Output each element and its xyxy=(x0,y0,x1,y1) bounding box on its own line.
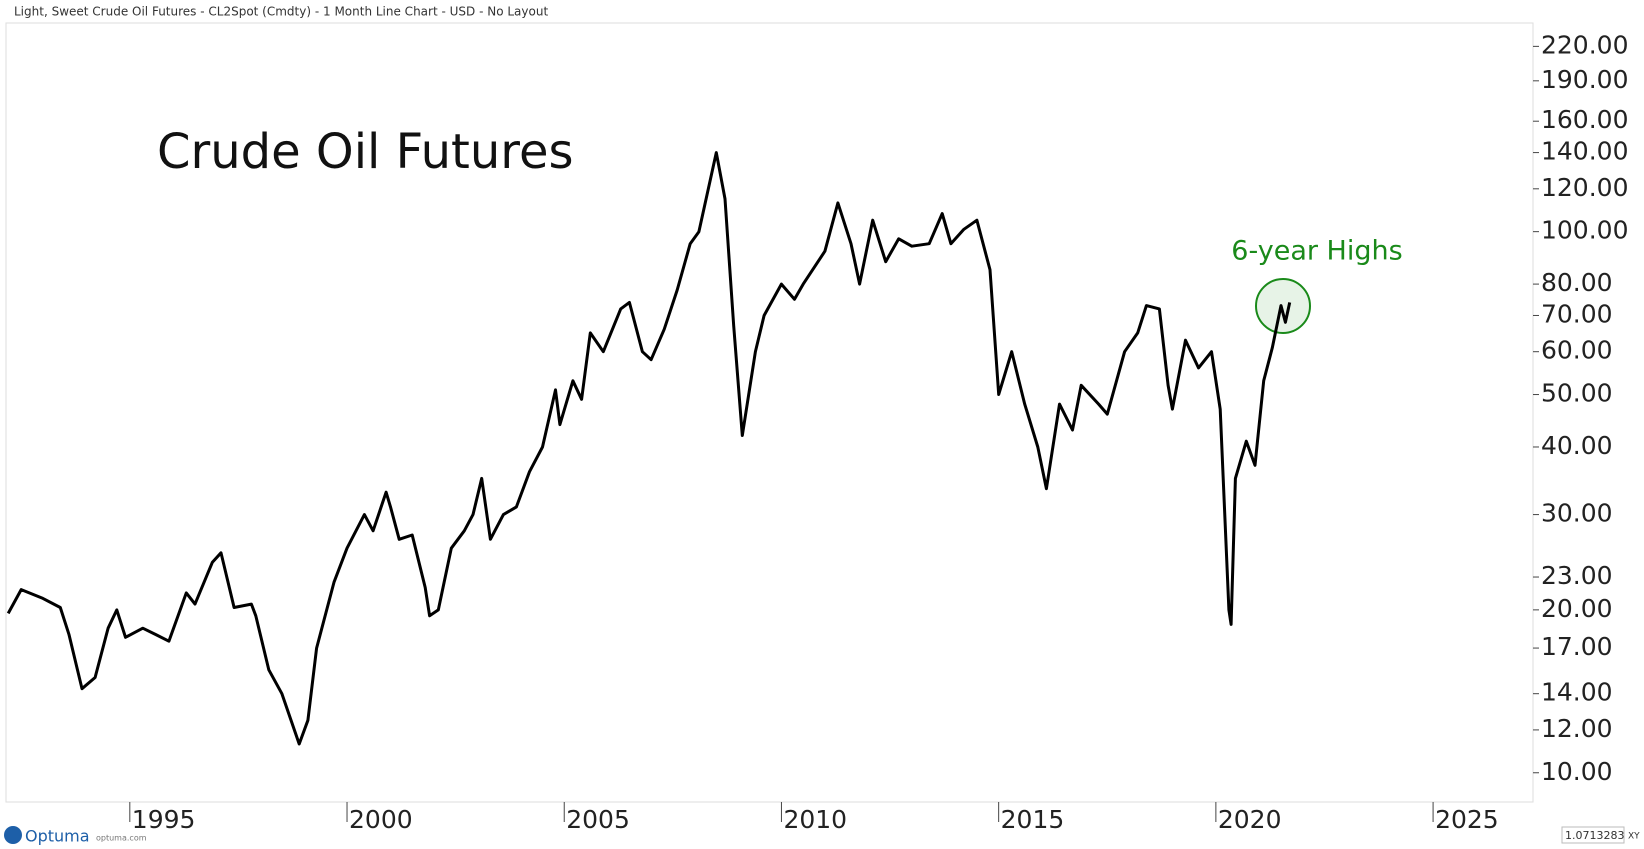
x-tick-label: 2020 xyxy=(1218,805,1282,834)
y-tick-label: 30.00 xyxy=(1541,499,1613,528)
x-tick-label: 1995 xyxy=(132,805,196,834)
header-title: Light, Sweet Crude Oil Futures - CL2Spot… xyxy=(14,5,548,19)
y-tick-label: 220.00 xyxy=(1541,30,1628,59)
scale-value: 1.0713283 xyxy=(1565,829,1625,842)
logo xyxy=(4,826,22,844)
y-tick-label: 140.00 xyxy=(1541,137,1628,166)
x-tick-label: 2010 xyxy=(783,805,847,834)
y-tick-label: 17.00 xyxy=(1541,632,1613,661)
y-tick-label: 12.00 xyxy=(1541,714,1613,743)
x-tick-label: 2005 xyxy=(566,805,630,834)
y-tick-label: 23.00 xyxy=(1541,561,1613,590)
y-tick-label: 160.00 xyxy=(1541,105,1628,134)
price-line xyxy=(6,151,1292,746)
y-tick-label: 40.00 xyxy=(1541,431,1613,460)
y-tick-label: 190.00 xyxy=(1541,65,1628,94)
scale-box xyxy=(1561,826,1625,844)
x-tick-label: 2015 xyxy=(1001,805,1065,834)
chart-title: Crude Oil Futures xyxy=(157,124,574,180)
y-tick-label: 50.00 xyxy=(1541,379,1613,408)
highlight-circle xyxy=(1255,278,1311,334)
site: optuma.com xyxy=(96,834,147,843)
plot-frame xyxy=(5,22,1534,803)
brand: Optuma xyxy=(25,827,90,846)
y-tick-label: 14.00 xyxy=(1541,678,1613,707)
mode: XY xyxy=(1628,832,1640,842)
y-tick-label: 80.00 xyxy=(1541,268,1613,297)
y-tick-label: 60.00 xyxy=(1541,336,1613,365)
annotation: 6-year Highs xyxy=(1231,236,1402,267)
y-tick-label: 120.00 xyxy=(1541,173,1628,202)
y-tick-label: 100.00 xyxy=(1541,216,1628,245)
x-tick-label: 2000 xyxy=(349,805,413,834)
y-tick-label: 20.00 xyxy=(1541,594,1613,623)
y-tick-label: 70.00 xyxy=(1541,299,1613,328)
x-tick-label: 2025 xyxy=(1435,805,1499,834)
y-tick-label: 10.00 xyxy=(1541,757,1613,786)
